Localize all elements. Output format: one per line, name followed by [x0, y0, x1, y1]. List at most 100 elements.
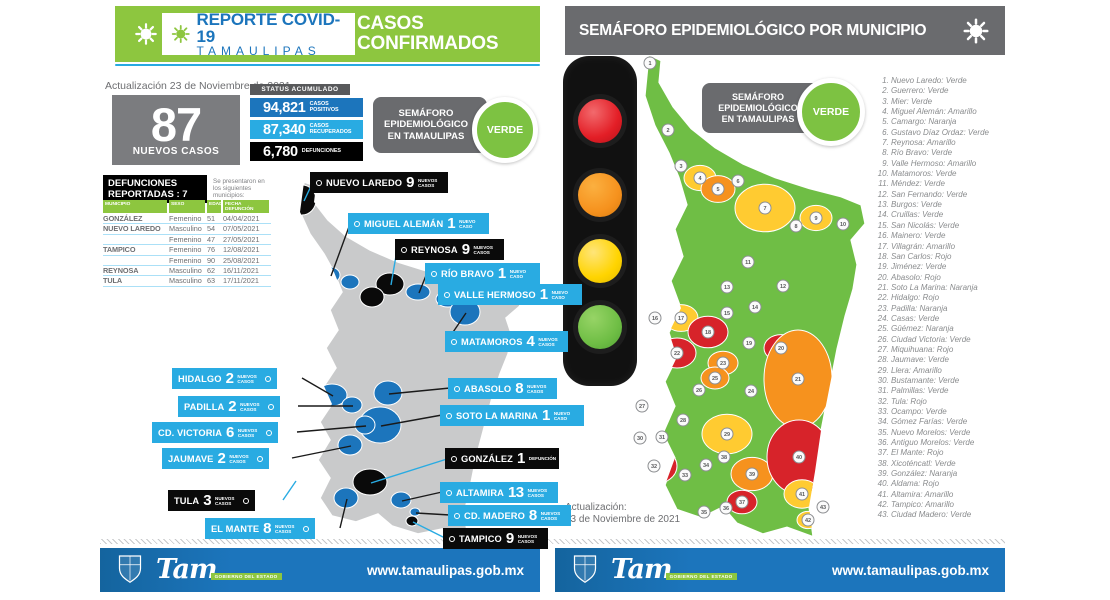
positivos-label: CASOS POSITIVOS — [309, 100, 339, 113]
callout-padilla: PADILLA 2 NUEVOS CASOS — [178, 396, 281, 417]
municipality-status-item: Bustamante: Verde — [891, 376, 1026, 386]
tamaulipas-shield-icon — [573, 555, 597, 583]
traffic-light-red — [573, 94, 627, 148]
svg-text:22: 22 — [674, 351, 680, 357]
anchor-ring — [451, 455, 457, 462]
cell-sexo: Femenino — [169, 214, 202, 223]
traffic-light-yellow — [573, 234, 627, 288]
cell-fecha: 16/11/2021 — [223, 266, 259, 276]
anchor-ring — [265, 429, 272, 436]
municipality-status-item: Jiménez: Verde — [891, 262, 1026, 272]
svg-text:27: 27 — [639, 404, 645, 410]
deaths-title-box: DEFUNCIONES REPORTADAS : 7 — [103, 175, 207, 203]
municipality-status-list: Nuevo Laredo: VerdeGuerrero: VerdeMier: … — [878, 76, 1026, 521]
municipality-status-item: Xicoténcatl: Verde — [891, 459, 1026, 469]
table-row: TAMPICO Femenino 76 12/08/2021 — [103, 245, 271, 256]
municipality-status-item: Burgos: Verde — [891, 200, 1026, 210]
svg-text:43: 43 — [820, 505, 826, 511]
svg-text:5: 5 — [716, 187, 719, 193]
municipality-status-item: Tampico: Amarillo — [891, 500, 1026, 510]
svg-text:26: 26 — [696, 388, 702, 394]
footer-url[interactable]: www.tamaulipas.gob.mx — [831, 562, 989, 578]
municipality-status-item: Méndez: Verde — [891, 179, 1026, 189]
left-update-text: Actualización 23 de Noviembre de 2021 — [105, 80, 291, 92]
tam-logo: Tam GOBIERNO DEL ESTADO — [156, 556, 282, 583]
footer-url[interactable]: www.tamaulipas.gob.mx — [366, 562, 524, 578]
cell-municipio: TULA — [103, 276, 123, 286]
svg-text:40: 40 — [796, 455, 802, 461]
region-padilla — [341, 396, 363, 414]
municipality-status-item: Aldama: Rojo — [891, 479, 1026, 489]
svg-text:13: 13 — [724, 285, 730, 291]
svg-text:3: 3 — [679, 164, 682, 170]
footer-left: Tam GOBIERNO DEL ESTADO www.tamaulipas.g… — [100, 548, 540, 592]
table-row: GONZÁLEZ Femenino 51 04/04/2021 — [103, 214, 271, 225]
svg-text:23: 23 — [720, 361, 726, 367]
cell-municipio: NUEVO LAREDO — [103, 224, 161, 234]
svg-text:2: 2 — [666, 128, 669, 134]
column-header: MUNICIPIO — [103, 200, 167, 213]
region-rio-bravo — [405, 283, 431, 301]
municipality-status-item: Casas: Verde — [891, 314, 1026, 324]
svg-text:14: 14 — [752, 305, 759, 311]
municipality-status-item: Altamira: Amarillo — [891, 490, 1026, 500]
svg-text:24: 24 — [748, 389, 755, 395]
municipality-status-item: Villagrán: Amarillo — [891, 242, 1026, 252]
cell-sexo: Masculino — [169, 266, 202, 276]
left-panel-casos-confirmados: REPORTE COVID-19 TAMAULIPAS CASOS CONFIR… — [100, 0, 584, 600]
svg-text:25: 25 — [712, 376, 718, 382]
svg-text:1: 1 — [648, 61, 651, 67]
callout-rio-bravo: RÍO BRAVO 1 NUEVO CASO — [425, 263, 540, 284]
municipality-status-item: Río Bravo: Verde — [891, 148, 1026, 158]
callout-altamira: ALTAMIRA 13 NUEVOS CASOS — [440, 482, 558, 503]
cell-fecha: 17/11/2021 — [223, 276, 259, 286]
municipality-status-item: San Fernando: Verde — [891, 190, 1026, 200]
municipality-status-item: Padilla: Naranja — [891, 304, 1026, 314]
municipality-status-item: Ciudad Victoria: Verde — [891, 335, 1026, 345]
svg-text:8: 8 — [794, 224, 797, 230]
table-row: Femenino 47 27/05/2021 — [103, 234, 271, 246]
recuperados-value: 87,340 — [263, 121, 306, 138]
cell-fecha: 07/05/2021 — [223, 224, 260, 234]
callout-cd-victoria: CD. VICTORIA 6 NUEVOS CASOS — [152, 422, 278, 443]
cell-edad: 63 — [207, 276, 216, 286]
region-altamira — [390, 491, 412, 509]
hatch-separator — [100, 539, 1005, 544]
region-tampico — [405, 515, 419, 527]
cell-municipio — [103, 256, 169, 265]
municipality-status-item: Cruillas: Verde — [891, 210, 1026, 220]
municipality-status-item: Mier: Verde — [891, 97, 1026, 107]
callout-reynosa: REYNOSA 9 NUEVOS CASOS — [395, 239, 504, 260]
svg-text:29: 29 — [724, 432, 730, 438]
municipality-status-item: Camargo: Naranja — [891, 117, 1026, 127]
positivos-value: 94,821 — [263, 99, 306, 116]
anchor-ring — [451, 338, 457, 345]
municipality-status-item: Güémez: Naranja — [891, 324, 1026, 334]
deaths-table-header: MUNICIPIO SEXO EDAD FECHA DEFUNCIÓN — [103, 200, 271, 214]
new-cases-box: 87 NUEVOS CASOS — [112, 95, 240, 165]
cell-fecha: 25/08/2021 — [223, 255, 260, 265]
cell-sexo: Masculino — [169, 276, 202, 286]
svg-text:4: 4 — [698, 176, 702, 182]
callout-el-mante: EL MANTE 8 NUEVOS CASOS — [205, 518, 315, 539]
municipality-status-item: Soto La Marina: Naranja — [891, 283, 1026, 293]
report-title: REPORTE COVID-19 — [196, 9, 341, 46]
region-black — [359, 286, 385, 308]
table-row: REYNOSA Masculino 62 16/11/2021 — [103, 266, 271, 277]
municipality-status-item: Nuevo Morelos: Verde — [891, 428, 1026, 438]
anchor-ring — [268, 403, 275, 410]
left-header-bar: REPORTE COVID-19 TAMAULIPAS CASOS CONFIR… — [115, 6, 540, 62]
report-title-box: REPORTE COVID-19 TAMAULIPAS — [162, 9, 355, 57]
callout-tampico: TAMPICO 9 NUEVOS CASOS — [443, 528, 548, 549]
region-cd-victoria — [354, 415, 376, 435]
svg-text:34: 34 — [703, 463, 710, 469]
cell-fecha: 27/05/2021 — [223, 234, 260, 244]
municipality-status-item: Valle Hermoso: Amarillo — [891, 159, 1026, 169]
traffic-light — [563, 56, 637, 386]
cell-sexo: Femenino — [169, 255, 202, 265]
municipality-status-item: Guerrero: Verde — [891, 86, 1026, 96]
deaths-note: Se presentaron en los siguientes municip… — [213, 178, 265, 199]
stat-casos-recuperados: 87,340 CASOS RECUPERADOS — [250, 120, 363, 139]
status-acumulado-header: STATUS ACUMULADO — [250, 84, 350, 95]
region-abasolo — [373, 380, 403, 406]
